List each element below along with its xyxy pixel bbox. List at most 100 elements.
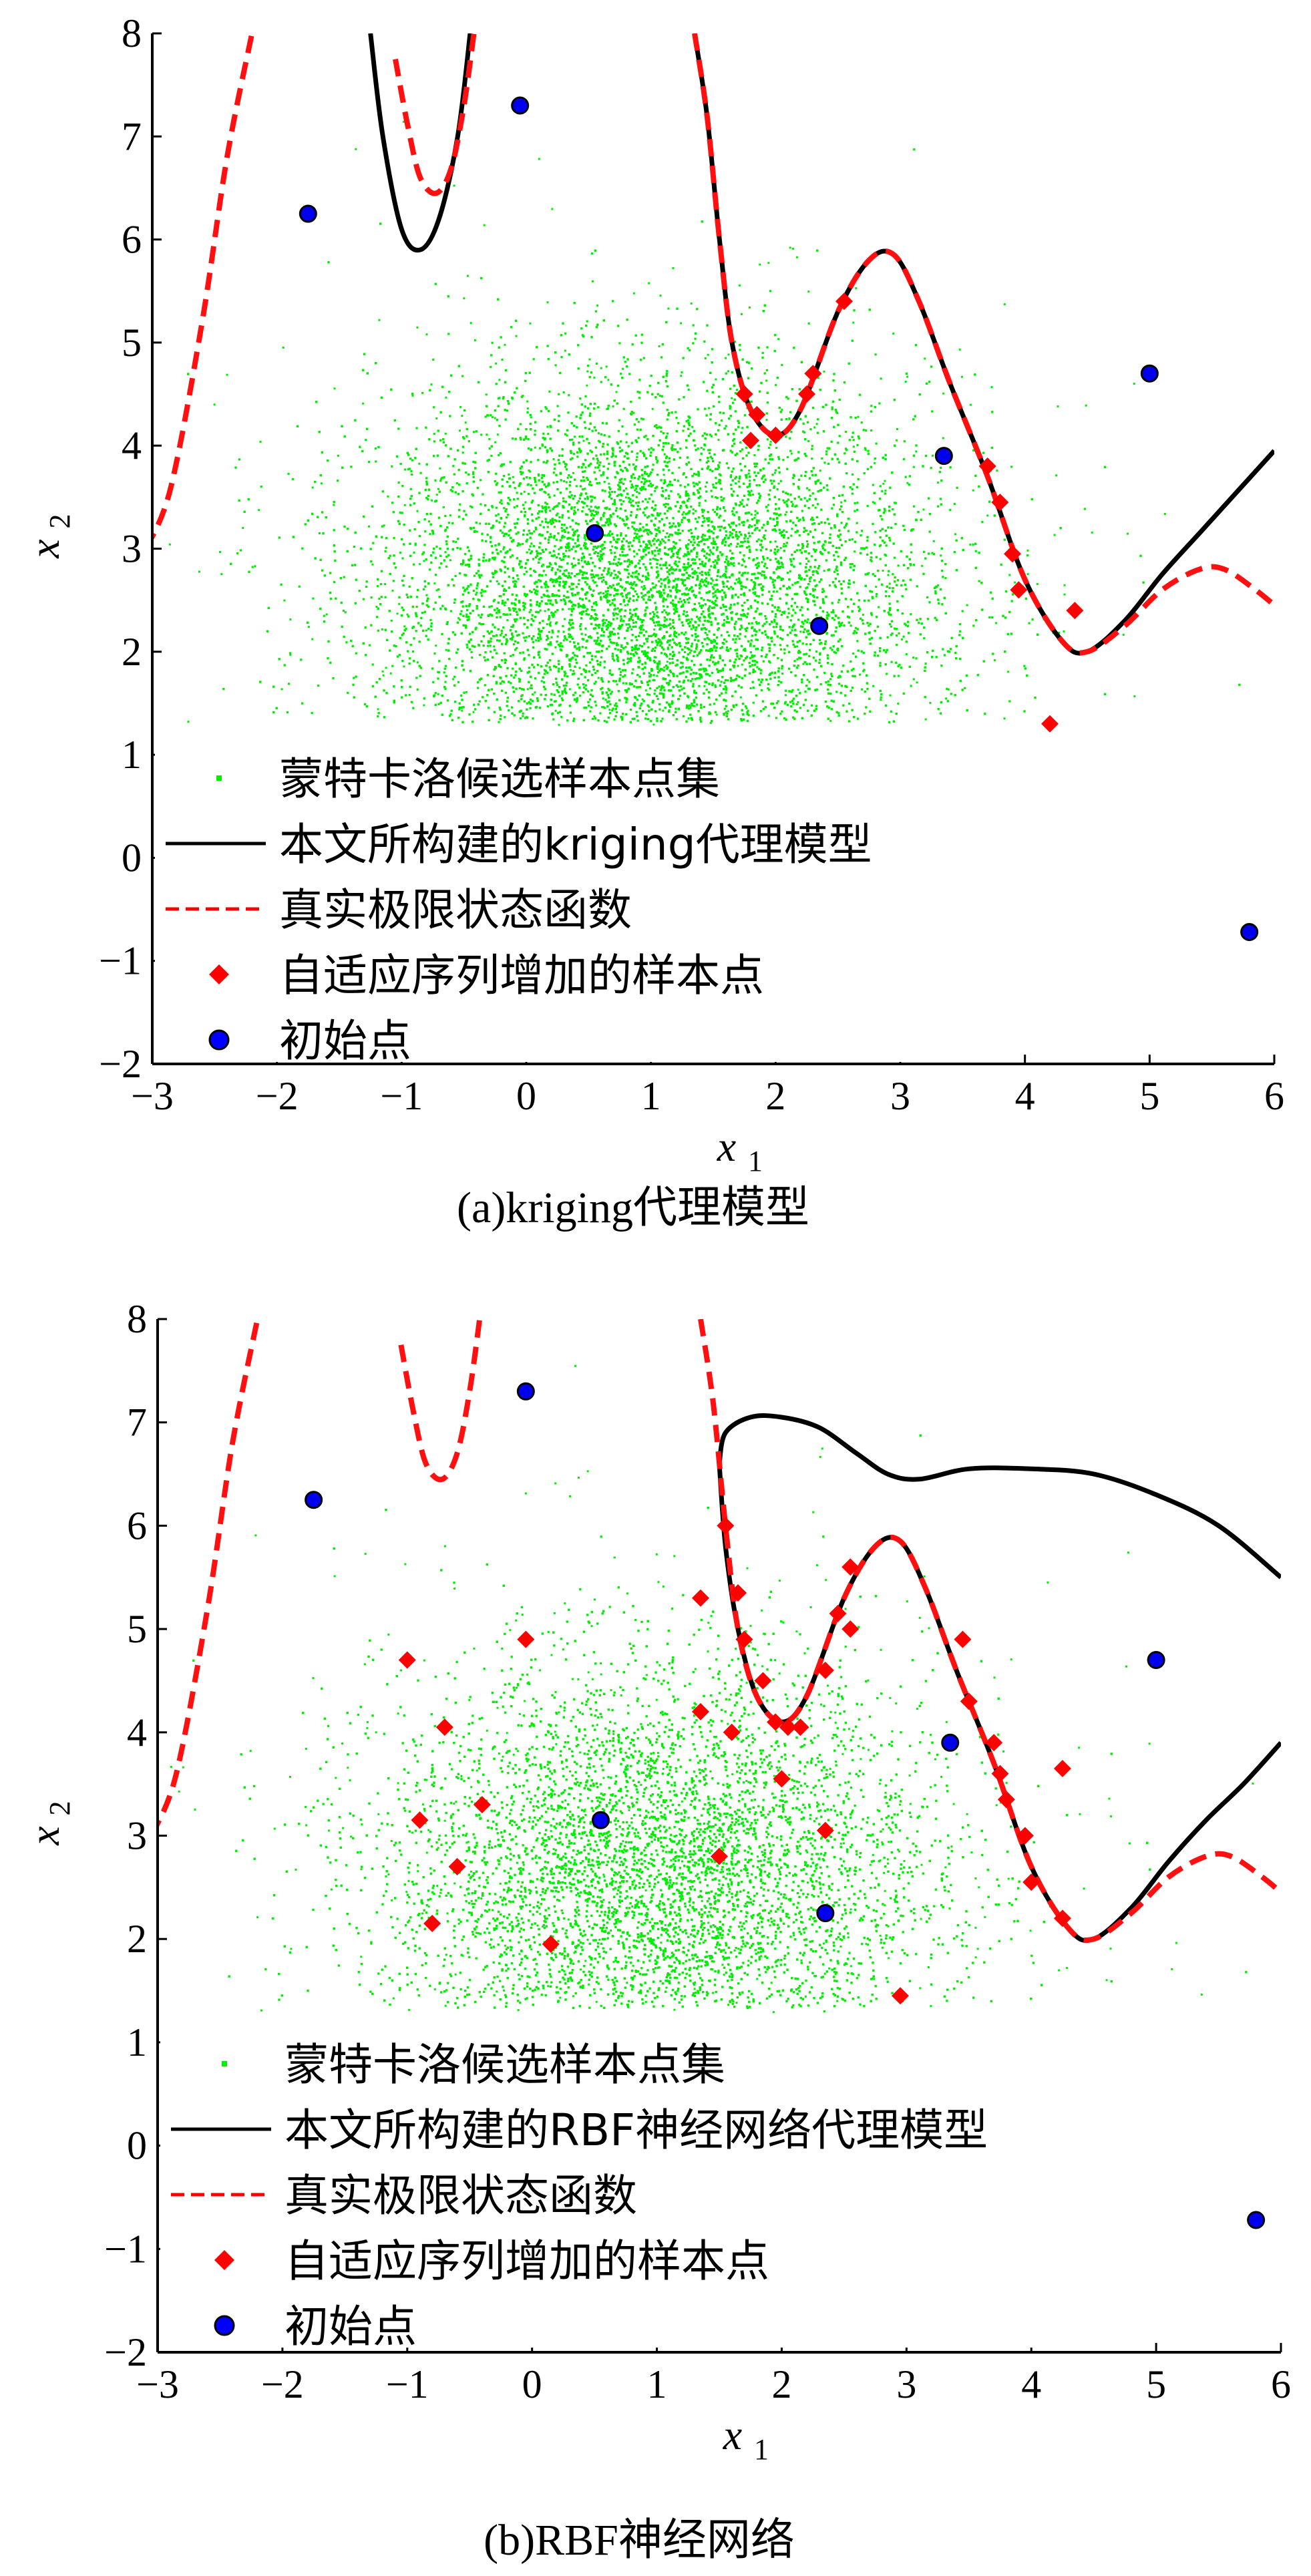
- y-tick-label: 7: [127, 1401, 147, 1445]
- initial-point: [1147, 1651, 1165, 1670]
- adaptive-sample-point: [1010, 581, 1028, 599]
- y-tick-label: 6: [122, 218, 142, 262]
- initial-point: [299, 204, 317, 223]
- adaptive-sample-point: [423, 1914, 441, 1932]
- x-tick-label: −1: [380, 1074, 423, 1118]
- initial-point: [941, 1733, 960, 1752]
- x-tick-label: 3: [896, 2362, 916, 2406]
- x-tick-label: 0: [522, 2362, 542, 2406]
- x-tick-label: −2: [256, 1074, 299, 1118]
- true-limit-curve-1: [398, 1319, 483, 1483]
- adaptive-sample-point: [1066, 602, 1084, 620]
- x-tick-label: 2: [765, 1074, 785, 1118]
- x-tick-label: −2: [261, 2362, 304, 2406]
- y-tick-label: 6: [127, 1503, 147, 1547]
- adaptive-sample-point: [773, 1770, 791, 1788]
- adaptive-sample-point: [1016, 1827, 1034, 1845]
- y-tick-label: 1: [122, 733, 142, 777]
- adaptive-sample-point: [841, 1558, 860, 1576]
- adaptive-sample-point: [735, 1630, 753, 1648]
- legend-marker-dot: [222, 2061, 227, 2066]
- adaptive-sample-point: [804, 365, 822, 383]
- x-tick-label: 5: [1146, 2362, 1166, 2406]
- adaptive-sample-point: [1004, 545, 1021, 563]
- y-tick-label: 8: [122, 11, 142, 55]
- legend-label: 自适应序列增加的样本点: [279, 950, 764, 1001]
- y-tick-label: 8: [127, 1297, 147, 1341]
- adaptive-sample-point: [1041, 715, 1059, 733]
- legend-marker-diamond: [214, 2250, 234, 2270]
- adaptive-sample-point: [435, 1718, 453, 1736]
- initial-point: [1247, 2211, 1266, 2229]
- adaptive-sample-point: [791, 1718, 809, 1736]
- initial-point: [516, 1382, 535, 1401]
- adaptive-sample-point: [691, 1702, 709, 1720]
- legend-marker-diamond: [209, 964, 229, 984]
- true-limit-curve-0: [152, 33, 255, 542]
- monte-carlo-cloud: [168, 120, 1241, 726]
- y-tick-label: 5: [122, 321, 142, 365]
- y-tick-label: 3: [122, 527, 142, 571]
- x-axis-label-sub: 1: [754, 2433, 769, 2466]
- legend: 蒙特卡洛候选样本点集本文所构建的RBF神经网络代理模型真实极限状态函数自适应序列…: [160, 2014, 1122, 2352]
- adaptive-sample-point: [691, 1589, 709, 1607]
- x-axis-label: x: [723, 2411, 742, 2458]
- legend: 蒙特卡洛候选样本点集本文所构建的kriging代理模型真实极限状态函数自适应序列…: [155, 728, 956, 1067]
- x-tick-label: 2: [771, 2362, 791, 2406]
- initial-point: [934, 447, 953, 466]
- adaptive-sample-point: [742, 431, 759, 449]
- y-tick-label: −2: [104, 2330, 147, 2374]
- adaptive-sample-point: [997, 1791, 1015, 1809]
- legend-label: 蒙特卡洛候选样本点集: [285, 2039, 725, 2090]
- figure-caption: (b)RBF神经网络: [484, 2516, 795, 2565]
- x-tick-label: 0: [516, 1074, 536, 1118]
- adaptive-sample-point: [798, 385, 815, 403]
- adaptive-sample-point: [411, 1811, 429, 1829]
- initial-point: [591, 1811, 610, 1829]
- legend-label: 本文所构建的RBF神经网络代理模型: [285, 2104, 988, 2156]
- adaptive-sample-point: [711, 1847, 728, 1865]
- adaptive-sample-point: [398, 1651, 416, 1669]
- legend-label: 初始点: [285, 2301, 417, 2352]
- legend-background: [155, 728, 956, 1062]
- x-tick-label: 4: [1021, 2362, 1041, 2406]
- x-tick-label: 3: [890, 1074, 910, 1118]
- adaptive-sample-point: [816, 1661, 834, 1679]
- x-tick-label: −1: [386, 2362, 429, 2406]
- adaptive-sample-point: [767, 426, 785, 444]
- adaptive-sample-point: [1053, 1909, 1071, 1927]
- x-tick-label: −3: [131, 1074, 174, 1118]
- surrogate-curve-1: [692, 33, 1274, 656]
- adaptive-sample-point: [517, 1630, 535, 1648]
- adaptive-sample-point: [954, 1630, 972, 1648]
- adaptive-sample-point: [985, 1734, 1003, 1752]
- true-limit-curve-0: [158, 1319, 260, 1829]
- adaptive-sample-point: [767, 1713, 785, 1731]
- y-tick-label: −1: [104, 2227, 147, 2271]
- adaptive-sample-point: [835, 293, 853, 311]
- adaptive-sample-point: [779, 1718, 797, 1736]
- adaptive-sample-point: [448, 1857, 466, 1875]
- legend-background: [160, 2014, 1122, 2348]
- surrogate-curve-0: [717, 1413, 1281, 1580]
- legend-label: 初始点: [279, 1015, 411, 1067]
- legend-label: 自适应序列增加的样本点: [285, 2235, 769, 2287]
- plot-area: [152, 33, 1274, 941]
- adaptive-sample-point: [542, 1935, 560, 1953]
- y-tick-label: −2: [99, 1042, 142, 1086]
- initial-point: [1240, 922, 1259, 941]
- x-tick-label: 6: [1271, 2362, 1291, 2406]
- adaptive-sample-point: [754, 1672, 772, 1690]
- adaptive-sample-point: [978, 457, 996, 476]
- x-tick-label: 6: [1264, 1074, 1284, 1118]
- y-axis-label: x: [21, 1826, 68, 1845]
- legend-label: 真实极限状态函数: [285, 2170, 637, 2221]
- y-tick-label: 4: [127, 1710, 147, 1755]
- figure-caption: (a)kriging代理模型: [457, 1183, 809, 1232]
- true-limit-curve-1: [393, 33, 477, 196]
- initial-point: [305, 1491, 323, 1509]
- adaptive-sample-point: [1053, 1759, 1071, 1777]
- x-tick-label: −3: [136, 2362, 179, 2406]
- y-tick-label: 3: [127, 1814, 147, 1858]
